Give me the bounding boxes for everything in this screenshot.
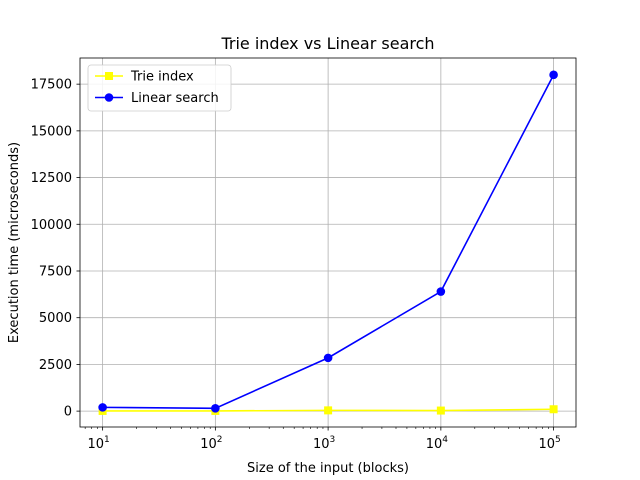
data-point-linear-search [436, 287, 446, 296]
y-tick-label: 0 [64, 405, 72, 420]
data-point-trie-index [324, 406, 333, 415]
data-point-trie-index [436, 406, 445, 415]
y-tick-label: 2500 [39, 358, 72, 373]
y-tick-label: 12500 [31, 171, 72, 186]
x-axis-label: Size of the input (blocks) [247, 461, 409, 476]
legend-marker-trie-index [105, 72, 113, 80]
x-tick-label: 104 [426, 435, 449, 452]
y-tick-label: 5000 [39, 311, 72, 326]
x-tick-label: 102 [200, 435, 222, 452]
tick-layer: 101 102 103 104 105 0 2500 5000 7500 10000 12500 15… [31, 78, 561, 452]
data-point-linear-search [211, 404, 220, 413]
legend-box [87, 64, 232, 112]
x-tick-label: 105 [538, 435, 560, 452]
y-tick-label: 7500 [39, 264, 72, 279]
series-layer [98, 70, 558, 415]
x-tick-label: 103 [313, 435, 335, 452]
y-tick-label: 17500 [31, 78, 72, 93]
data-point-linear-search [549, 70, 558, 80]
data-point-linear-search [98, 403, 107, 412]
grid-layer [80, 58, 576, 427]
y-tick-label: 15000 [31, 124, 72, 139]
y-axis-label: Execution time (microseconds) [7, 142, 22, 343]
legend: Trie index Linear search [87, 64, 232, 112]
y-tick-label: 10000 [31, 218, 72, 233]
chart-title: Trie index vs Linear search [220, 34, 434, 53]
data-point-linear-search [323, 353, 333, 363]
legend-label-trie-index: Trie index [130, 70, 194, 85]
legend-label-linear-search: Linear search [131, 91, 219, 106]
x-tick-label: 101 [87, 435, 109, 452]
legend-marker-linear-search [104, 93, 114, 102]
data-point-trie-index [549, 405, 558, 414]
